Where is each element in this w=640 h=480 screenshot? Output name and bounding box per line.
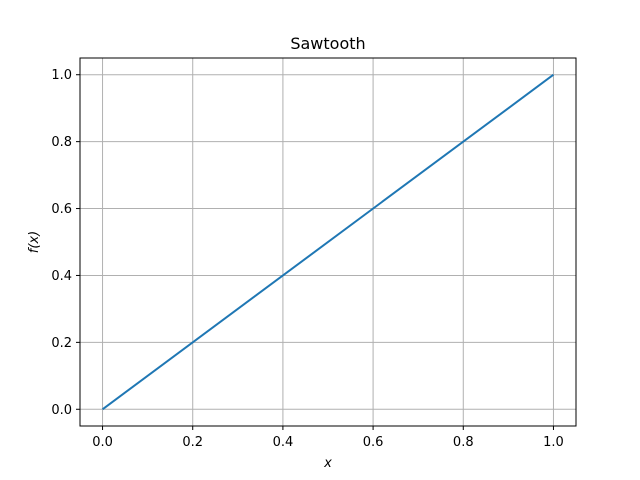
x-tick-label: 0.4 [273,435,294,450]
x-tick-label: 0.6 [363,435,384,450]
x-tick-label: 0.2 [182,435,203,450]
y-tick-label: 1.0 [51,68,72,83]
chart-title: Sawtooth [290,34,365,53]
grid [80,58,576,426]
y-tick-label: 0.8 [51,135,72,150]
series-layer [101,73,555,411]
y-tick-label: 0.6 [51,202,72,217]
x-axis: 0.0 0.2 0.4 0.6 0.8 1.0 [92,426,564,450]
y-tick-label: 0.0 [51,403,72,418]
y-tick-label: 0.4 [51,269,72,284]
x-axis-label: x [323,456,332,471]
x-tick-label: 0.0 [92,435,113,450]
plot-frame [79,57,577,427]
y-axis: 0.0 0.2 0.4 0.6 0.8 1.0 [51,68,80,418]
y-tick-label: 0.2 [51,336,72,351]
series-line [101,73,555,411]
x-tick-label: 0.8 [453,435,474,450]
y-axis-label: f(x) [27,231,42,253]
x-tick-label: 1.0 [543,435,564,450]
